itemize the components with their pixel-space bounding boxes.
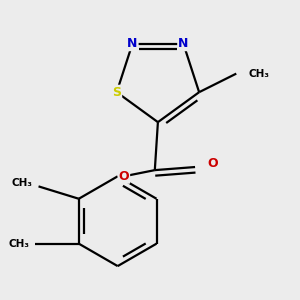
Text: O: O [207, 158, 218, 170]
Text: CH₃: CH₃ [11, 178, 32, 188]
Text: N: N [178, 37, 189, 50]
Text: O: O [118, 170, 129, 183]
Text: S: S [112, 86, 121, 99]
Text: CH₃: CH₃ [249, 69, 270, 79]
Text: CH₃: CH₃ [8, 238, 29, 249]
Text: N: N [127, 37, 138, 50]
